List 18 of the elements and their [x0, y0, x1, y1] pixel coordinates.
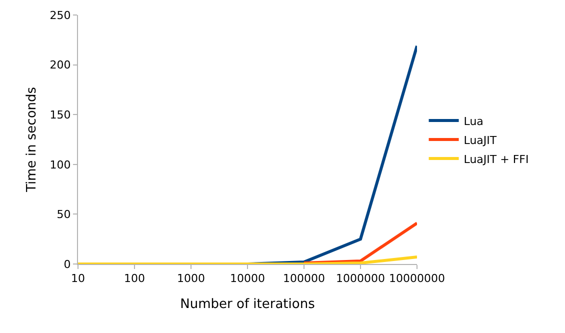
legend-label: LuaJIT + FFI [464, 152, 529, 166]
legend-label: LuaJIT [464, 134, 497, 147]
y-tick-label: 50 [56, 208, 71, 222]
y-tick-label: 200 [50, 58, 71, 72]
y-axis-title: Time in seconds [24, 86, 40, 194]
x-tick-label: 100 [124, 272, 145, 286]
x-tick-label: 10000000 [389, 272, 445, 286]
x-tick-label: 100000 [283, 272, 325, 286]
x-tick-label: 10 [71, 272, 85, 286]
y-tick-label: 250 [50, 8, 71, 22]
y-tick-label: 150 [50, 108, 71, 122]
x-tick-label: 1000000 [336, 272, 385, 286]
x-tick-label: 10000 [230, 272, 265, 286]
y-tick-label: 0 [64, 258, 71, 271]
legend-label: Lua [464, 114, 484, 128]
x-tick-label: 1000 [177, 272, 205, 286]
x-axis-title: Number of iterations [180, 296, 316, 312]
y-tick-label: 100 [50, 158, 71, 172]
